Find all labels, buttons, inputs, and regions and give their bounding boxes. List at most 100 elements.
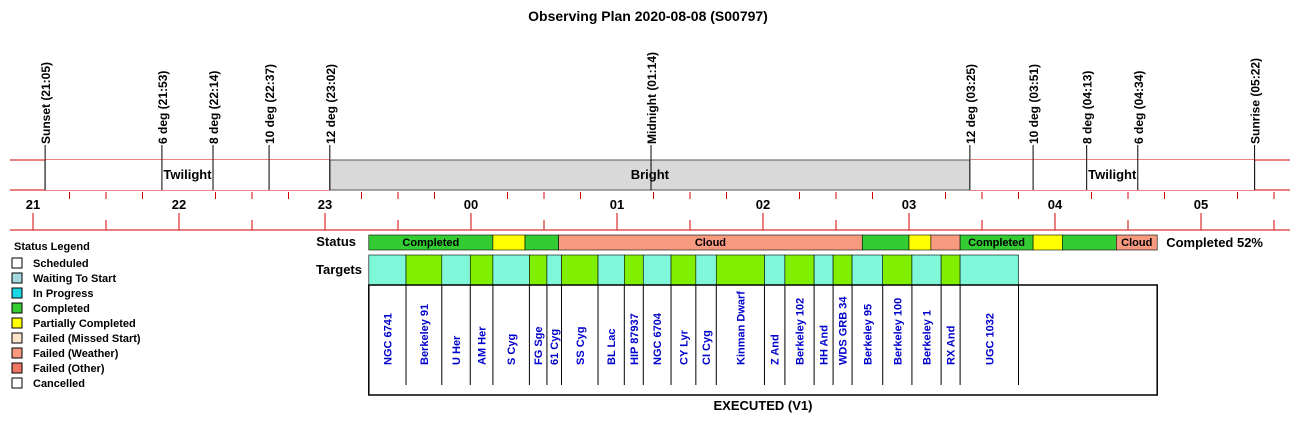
legend-swatch bbox=[11, 332, 23, 344]
target-block bbox=[469, 254, 494, 286]
legend-swatch bbox=[11, 317, 23, 329]
target-name: 61 Cyg bbox=[549, 329, 561, 365]
status-segment-label: Completed bbox=[968, 237, 1025, 249]
target-block bbox=[642, 254, 672, 286]
target-name: WDS GRB 34 bbox=[838, 296, 850, 365]
target-block bbox=[441, 254, 471, 286]
target-name: Berkeley 100 bbox=[892, 298, 904, 365]
legend-swatch bbox=[11, 272, 23, 284]
target-name: NGC 6741 bbox=[382, 313, 394, 365]
status-segment bbox=[908, 234, 932, 251]
target-name: Z And bbox=[770, 334, 782, 365]
legend-label: Cancelled bbox=[33, 378, 85, 390]
sky-band-label: Bright bbox=[631, 167, 670, 182]
event-label: 10 deg (22:37) bbox=[263, 64, 277, 144]
target-name: SS Cyg bbox=[575, 326, 587, 365]
target-block bbox=[546, 254, 562, 286]
target-name: Berkeley 1 bbox=[922, 310, 934, 365]
target-block bbox=[623, 254, 644, 286]
target-block bbox=[764, 254, 786, 286]
targets-row: Targets NGC 6741 Berkeley 91 U Her AM Her S C… bbox=[316, 254, 1158, 413]
target-name: U Her bbox=[451, 335, 463, 365]
legend-label: Failed (Other) bbox=[33, 363, 105, 375]
target-block bbox=[882, 254, 913, 286]
hour-tick-label: 03 bbox=[902, 197, 916, 212]
legend-title: Status Legend bbox=[14, 241, 90, 253]
hour-tick-label: 05 bbox=[1194, 197, 1208, 212]
sky-band-label: Twilight bbox=[163, 167, 212, 182]
target-block bbox=[940, 254, 961, 286]
hour-tick-label: 02 bbox=[756, 197, 770, 212]
legend-label: Waiting To Start bbox=[33, 273, 116, 285]
legend-label: In Progress bbox=[33, 288, 94, 300]
target-name: Berkeley 91 bbox=[419, 304, 431, 365]
target-name: BL Lac bbox=[606, 329, 618, 365]
event-label: Midnight (01:14) bbox=[645, 52, 659, 144]
target-name: HH And bbox=[819, 325, 831, 365]
status-segment-label: Cloud bbox=[695, 237, 726, 249]
sky-band bbox=[45, 160, 330, 190]
status-segment-label: Completed bbox=[402, 237, 459, 249]
status-segment bbox=[1062, 234, 1117, 251]
target-block bbox=[405, 254, 443, 286]
target-name: HIP 87937 bbox=[629, 313, 641, 365]
event-label: 6 deg (04:34) bbox=[1132, 71, 1146, 144]
status-segment bbox=[492, 234, 526, 251]
target-name: AM Her bbox=[477, 326, 489, 365]
status-segment bbox=[930, 234, 961, 251]
target-name: CY Lyr bbox=[678, 329, 690, 365]
status-segment bbox=[524, 234, 559, 251]
target-block bbox=[784, 254, 815, 286]
status-segment-label: Cloud bbox=[1121, 237, 1152, 249]
target-block bbox=[368, 254, 407, 286]
hour-tick-label: 01 bbox=[610, 197, 624, 212]
footer-label: EXECUTED (V1) bbox=[714, 398, 813, 413]
status-segment bbox=[1116, 234, 1158, 251]
legend-swatch bbox=[11, 302, 23, 314]
target-block bbox=[529, 254, 548, 286]
target-name: RX And bbox=[946, 326, 958, 365]
target-block bbox=[813, 254, 834, 286]
event-label: Sunset (21:05) bbox=[39, 62, 53, 144]
event-label: 8 deg (04:13) bbox=[1081, 71, 1095, 144]
legend-label: Scheduled bbox=[33, 258, 89, 270]
target-name: UGC 1032 bbox=[984, 313, 996, 365]
target-block bbox=[561, 254, 599, 286]
chart-title: Observing Plan 2020-08-08 (S00797) bbox=[528, 8, 768, 24]
target-name: CI Cyg bbox=[701, 330, 713, 365]
legend-label: Partially Completed bbox=[33, 318, 136, 330]
event-label: Sunrise (05:22) bbox=[1249, 58, 1263, 144]
targets-row-label: Targets bbox=[316, 262, 362, 277]
target-name: Berkeley 95 bbox=[862, 304, 874, 365]
event-label: 12 deg (23:02) bbox=[324, 64, 338, 144]
status-row: Status Completed Cloud Completed Cloud Comple… bbox=[316, 234, 1263, 251]
event-label: 10 deg (03:51) bbox=[1027, 64, 1041, 144]
legend-swatch bbox=[11, 362, 23, 374]
event-markers: Sunset (21:05) 6 deg (21:53) 8 deg (22:14)… bbox=[39, 52, 1263, 190]
target-name: NGC 6704 bbox=[652, 312, 664, 365]
target-block bbox=[959, 254, 1019, 286]
sky-band-label: Twilight bbox=[1088, 167, 1137, 182]
hour-tick-label: 00 bbox=[464, 197, 478, 212]
legend-label: Failed (Missed Start) bbox=[33, 333, 141, 345]
legend-label: Completed bbox=[33, 303, 90, 315]
event-label: 12 deg (03:25) bbox=[964, 64, 978, 144]
target-block bbox=[851, 254, 884, 286]
target-block bbox=[911, 254, 942, 286]
target-name: FG Sge bbox=[533, 326, 545, 365]
event-label: 6 deg (21:53) bbox=[156, 71, 170, 144]
time-axis: 21 22 23 00 01 02 03 04 05 bbox=[10, 192, 1290, 231]
sky-bands: Twilight Bright Twilight bbox=[10, 159, 1290, 191]
status-legend: Status Legend Scheduled Waiting To Start In… bbox=[11, 241, 141, 390]
completion-label: Completed 52% bbox=[1166, 235, 1263, 250]
hour-tick-label: 04 bbox=[1048, 197, 1063, 212]
legend-swatch bbox=[11, 347, 23, 359]
legend-swatch bbox=[11, 377, 23, 389]
hour-tick-label: 21 bbox=[26, 197, 40, 212]
target-block bbox=[715, 254, 765, 286]
target-block bbox=[670, 254, 697, 286]
target-block bbox=[832, 254, 853, 286]
target-block bbox=[597, 254, 625, 286]
status-row-label: Status bbox=[316, 234, 356, 249]
